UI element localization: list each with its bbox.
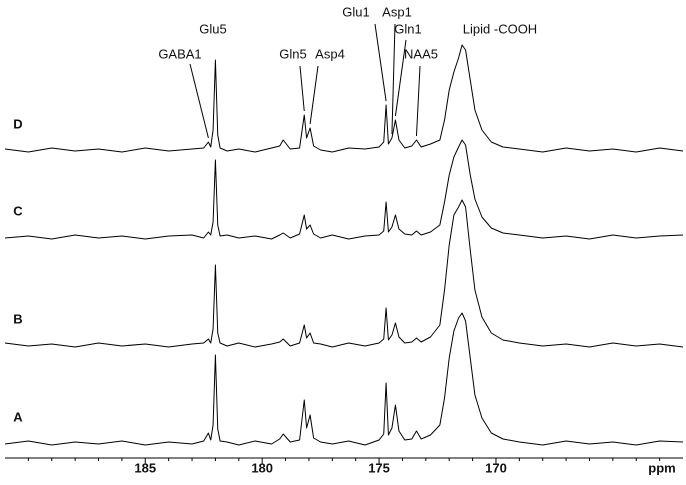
spectrum-line <box>4 312 684 446</box>
peak-label: Glu5 <box>199 21 226 36</box>
peak-label: Gln1 <box>394 21 421 36</box>
peak-label: Gln5 <box>279 46 306 61</box>
peak-pointer <box>394 39 407 117</box>
series-label: A <box>13 409 23 424</box>
x-tick-label: 170 <box>485 460 507 475</box>
spectrum-line <box>4 199 684 348</box>
spectrum-line <box>4 44 684 153</box>
peak-pointer <box>309 65 319 125</box>
peak-pointer <box>189 63 209 139</box>
x-tick-label: 175 <box>368 460 390 475</box>
peak-label: Asp1 <box>382 4 412 19</box>
series-label: D <box>13 116 22 131</box>
x-axis-label: ppm <box>648 460 675 475</box>
peak-pointer <box>415 65 421 137</box>
peak-label: GABA1 <box>158 46 201 61</box>
peak-pointer <box>374 23 387 102</box>
peak-label: Glu1 <box>342 4 369 19</box>
x-tick-label: 180 <box>251 460 273 475</box>
x-tick-label: 185 <box>134 460 156 475</box>
peak-pointer <box>391 23 396 135</box>
peak-label: Asp4 <box>315 46 345 61</box>
peak-label: NAA5 <box>404 46 438 61</box>
series-label: B <box>13 311 22 326</box>
peak-label: Lipid -COOH <box>463 21 537 36</box>
peak-pointer <box>299 65 305 112</box>
spectrum-line <box>4 139 684 240</box>
series-label: C <box>13 203 23 218</box>
